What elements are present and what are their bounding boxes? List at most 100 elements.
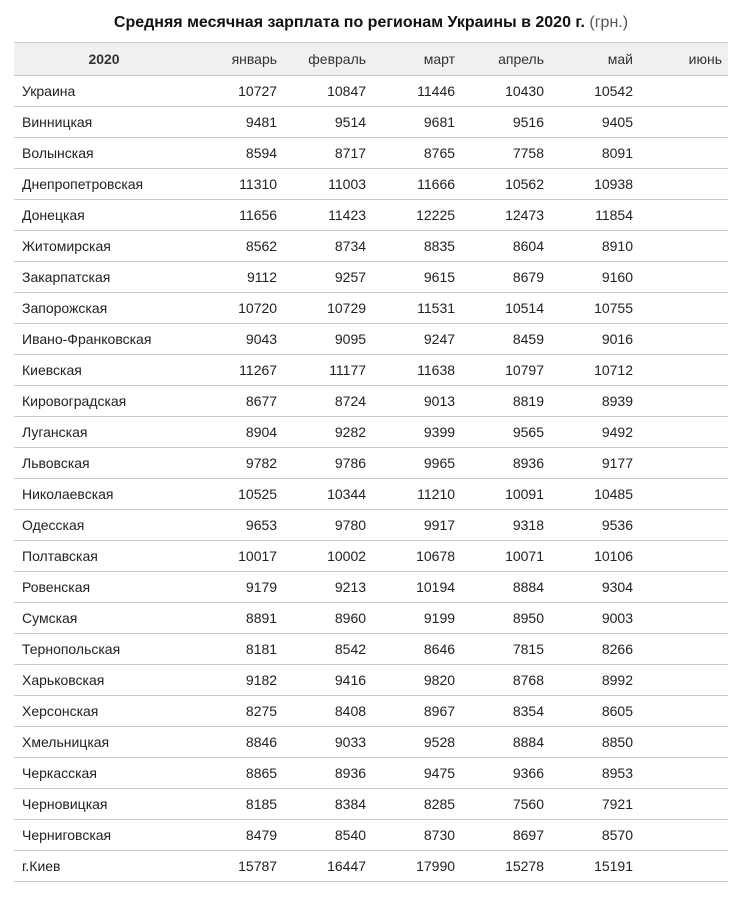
value-cell: 17990 [372, 851, 461, 882]
value-cell: 10485 [550, 479, 639, 510]
value-cell: 10712 [550, 355, 639, 386]
value-cell: 10091 [461, 479, 550, 510]
value-cell: 9615 [372, 262, 461, 293]
value-cell: 8384 [283, 789, 372, 820]
value-cell: 10678 [372, 541, 461, 572]
region-cell: Тернопольская [14, 634, 194, 665]
value-cell: 8835 [372, 231, 461, 262]
value-cell: 10729 [283, 293, 372, 324]
value-cell: 7758 [461, 138, 550, 169]
value-cell: 12473 [461, 200, 550, 231]
value-cell [639, 572, 728, 603]
value-cell: 10542 [550, 76, 639, 107]
table-body: Украина1072710847114461043010542Винницка… [14, 76, 728, 882]
value-cell [639, 231, 728, 262]
value-cell [639, 758, 728, 789]
table-row: Черновицкая81858384828575607921 [14, 789, 728, 820]
table-row: Винницкая94819514968195169405 [14, 107, 728, 138]
value-cell: 9780 [283, 510, 372, 541]
value-cell: 9179 [194, 572, 283, 603]
table-row: Сумская88918960919989509003 [14, 603, 728, 634]
value-cell: 8605 [550, 696, 639, 727]
table-row: г.Киев1578716447179901527815191 [14, 851, 728, 882]
value-cell [639, 107, 728, 138]
region-cell: Николаевская [14, 479, 194, 510]
value-cell: 9399 [372, 417, 461, 448]
table-row: Киевская1126711177116381079710712 [14, 355, 728, 386]
value-cell: 8091 [550, 138, 639, 169]
value-cell: 9416 [283, 665, 372, 696]
value-cell: 10525 [194, 479, 283, 510]
value-cell: 8904 [194, 417, 283, 448]
value-cell: 10720 [194, 293, 283, 324]
value-cell: 9528 [372, 727, 461, 758]
table-header-row: 2020 январь февраль март апрель май июнь [14, 43, 728, 76]
region-cell: Черкасская [14, 758, 194, 789]
region-cell: Ивано-Франковская [14, 324, 194, 355]
value-cell: 9282 [283, 417, 372, 448]
table-row: Житомирская85628734883586048910 [14, 231, 728, 262]
region-cell: Житомирская [14, 231, 194, 262]
value-cell: 9475 [372, 758, 461, 789]
value-cell: 8950 [461, 603, 550, 634]
value-cell: 9199 [372, 603, 461, 634]
value-cell: 9318 [461, 510, 550, 541]
value-cell: 10562 [461, 169, 550, 200]
region-cell: Полтавская [14, 541, 194, 572]
value-cell [639, 727, 728, 758]
value-cell: 11310 [194, 169, 283, 200]
value-cell: 8734 [283, 231, 372, 262]
region-cell: Сумская [14, 603, 194, 634]
value-cell: 11656 [194, 200, 283, 231]
table-row: Украина1072710847114461043010542 [14, 76, 728, 107]
value-cell [639, 200, 728, 231]
value-cell: 9536 [550, 510, 639, 541]
value-cell: 10938 [550, 169, 639, 200]
value-cell: 9160 [550, 262, 639, 293]
value-cell: 9247 [372, 324, 461, 355]
value-cell: 10514 [461, 293, 550, 324]
value-cell: 10847 [283, 76, 372, 107]
value-cell: 10430 [461, 76, 550, 107]
table-row: Харьковская91829416982087688992 [14, 665, 728, 696]
value-cell [639, 603, 728, 634]
value-cell: 16447 [283, 851, 372, 882]
header-month-apr: апрель [461, 43, 550, 76]
value-cell: 7815 [461, 634, 550, 665]
value-cell: 10344 [283, 479, 372, 510]
value-cell: 8677 [194, 386, 283, 417]
value-cell: 9304 [550, 572, 639, 603]
title-main: Средняя месячная зарплата по регионам Ук… [114, 14, 585, 31]
value-cell: 8594 [194, 138, 283, 169]
value-cell: 8285 [372, 789, 461, 820]
region-cell: Хмельницкая [14, 727, 194, 758]
value-cell: 8646 [372, 634, 461, 665]
value-cell: 7560 [461, 789, 550, 820]
region-cell: Винницкая [14, 107, 194, 138]
value-cell: 8542 [283, 634, 372, 665]
value-cell [639, 789, 728, 820]
region-cell: Ровенская [14, 572, 194, 603]
value-cell: 12225 [372, 200, 461, 231]
value-cell: 8768 [461, 665, 550, 696]
header-month-feb: февраль [283, 43, 372, 76]
value-cell: 9405 [550, 107, 639, 138]
table-row: Запорожская1072010729115311051410755 [14, 293, 728, 324]
value-cell: 11638 [372, 355, 461, 386]
value-cell: 11446 [372, 76, 461, 107]
value-cell [639, 355, 728, 386]
value-cell: 11177 [283, 355, 372, 386]
value-cell: 9565 [461, 417, 550, 448]
value-cell: 8865 [194, 758, 283, 789]
header-month-jun: июнь [639, 43, 728, 76]
value-cell: 8884 [461, 727, 550, 758]
value-cell [639, 262, 728, 293]
value-cell: 11854 [550, 200, 639, 231]
table-row: Николаевская1052510344112101009110485 [14, 479, 728, 510]
value-cell: 9653 [194, 510, 283, 541]
value-cell: 8939 [550, 386, 639, 417]
value-cell [639, 634, 728, 665]
value-cell: 10755 [550, 293, 639, 324]
value-cell: 8936 [461, 448, 550, 479]
value-cell: 8570 [550, 820, 639, 851]
